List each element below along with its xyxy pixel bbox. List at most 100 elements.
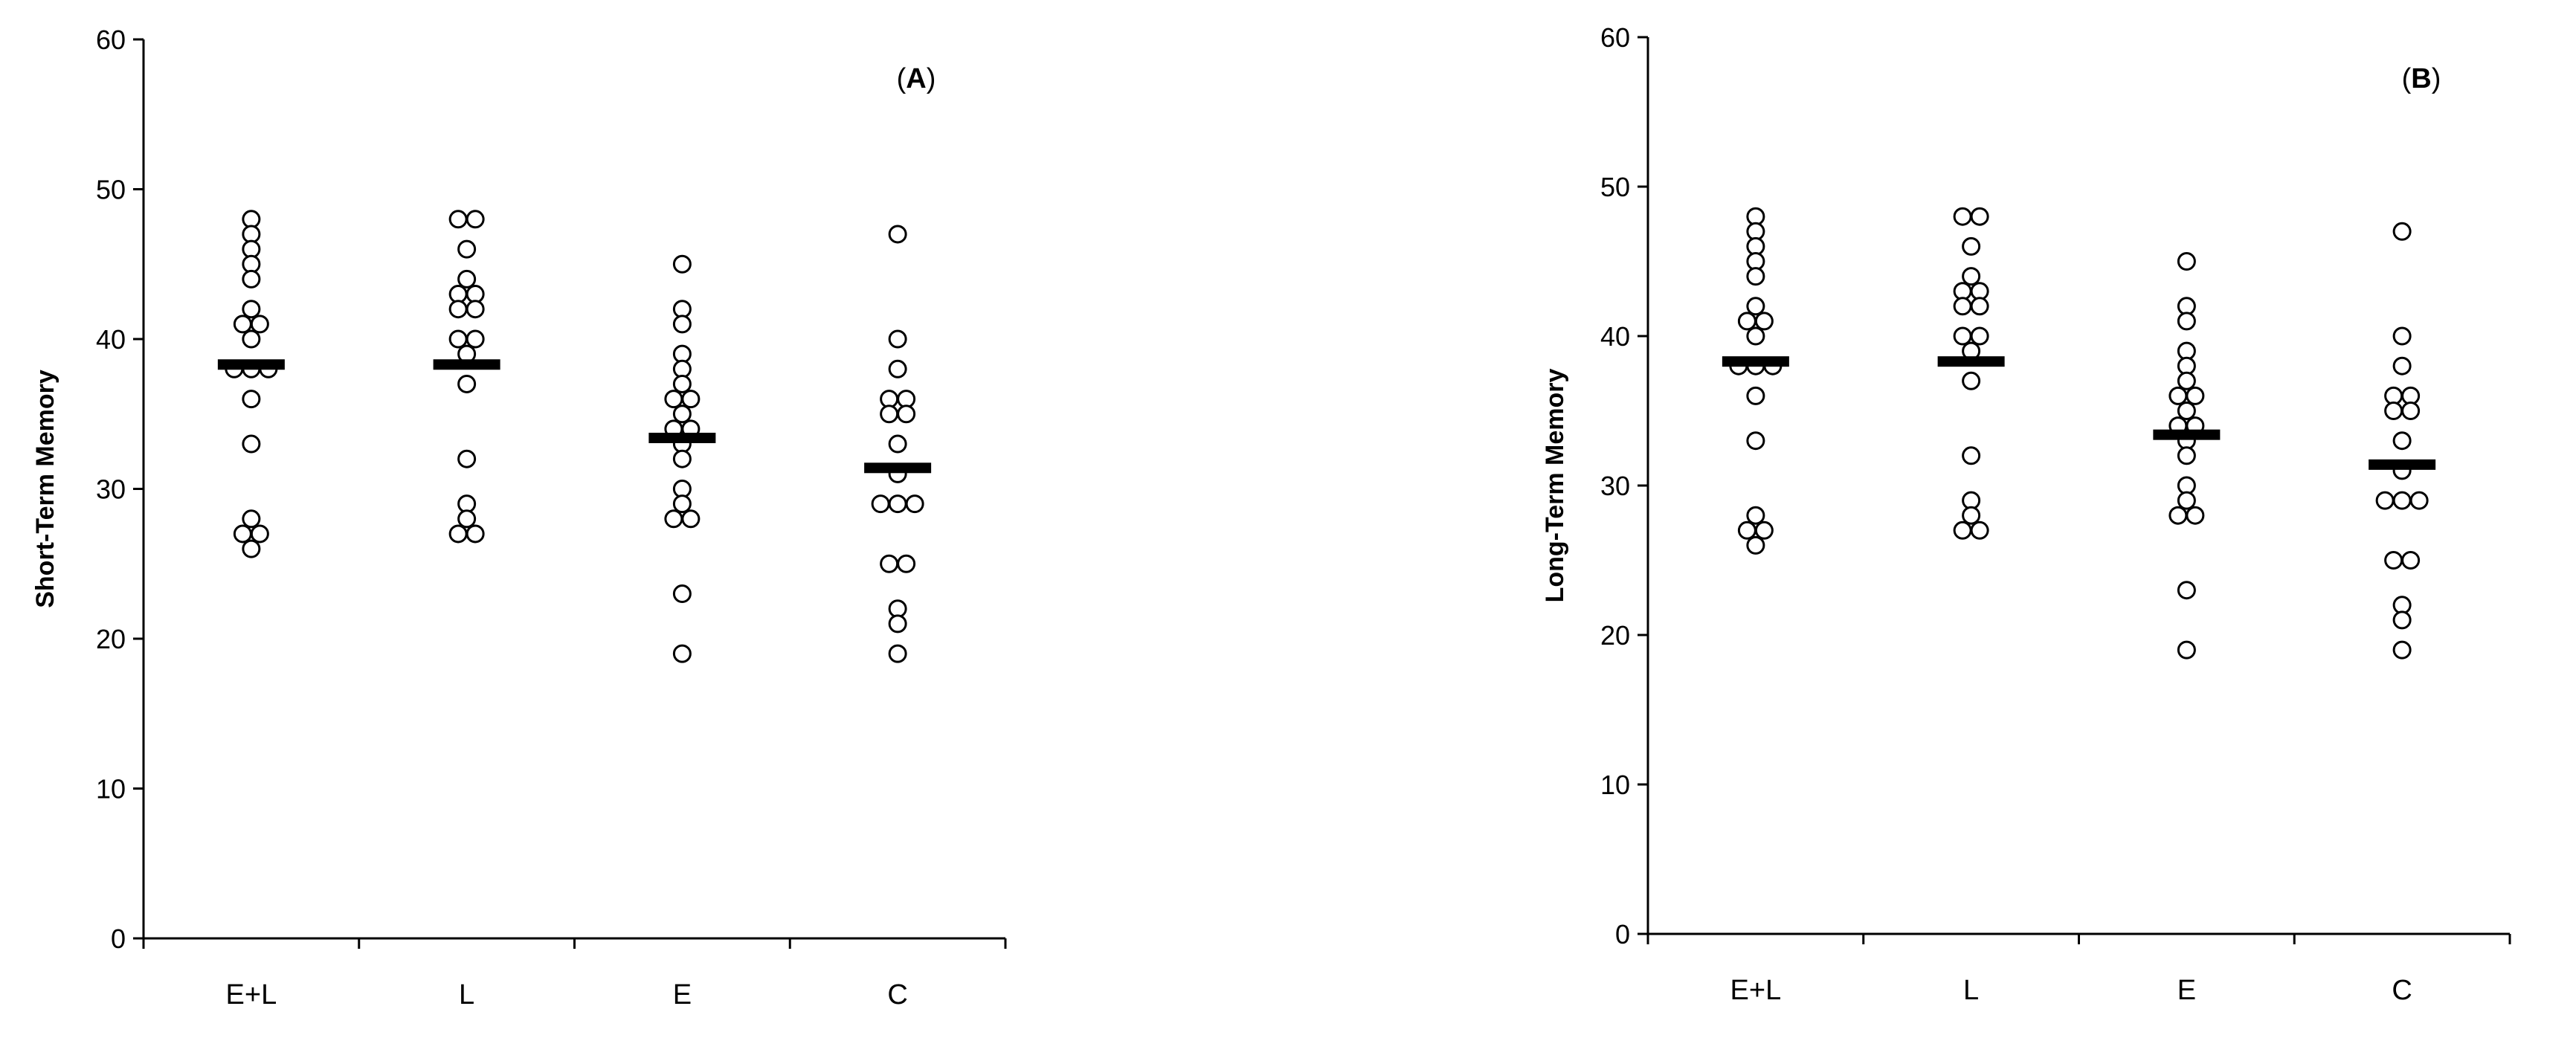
mean-bar: [648, 432, 716, 443]
data-point: [2384, 551, 2403, 570]
data-point: [1962, 371, 1981, 390]
data-point: [672, 374, 692, 393]
data-point: [1746, 431, 1765, 451]
y-tick-label: 50: [96, 175, 126, 205]
data-point: [1953, 520, 1972, 540]
mean-bar: [2153, 429, 2221, 440]
mean-bar: [1937, 356, 2005, 367]
y-tick-label: 30: [96, 474, 126, 505]
x-tick-label: E+L: [226, 979, 277, 1010]
data-point: [250, 524, 269, 544]
data-point: [2392, 356, 2412, 375]
data-point: [1746, 386, 1765, 405]
data-point: [2177, 371, 2196, 390]
y-tick-label: 10: [1600, 770, 1630, 800]
data-point: [672, 644, 692, 663]
data-point: [2392, 610, 2412, 630]
data-point: [448, 300, 468, 319]
data-point: [888, 434, 907, 454]
data-point: [672, 449, 692, 468]
data-point: [672, 584, 692, 604]
data-point: [2168, 386, 2188, 405]
data-point: [2375, 491, 2395, 510]
data-point: [250, 315, 269, 334]
data-point: [1746, 326, 1765, 346]
data-point: [2177, 312, 2196, 331]
data-point: [242, 300, 261, 319]
data-point: [1970, 520, 1989, 540]
mean-bar: [217, 359, 285, 370]
data-point: [2392, 640, 2412, 660]
data-point: [242, 539, 261, 558]
mean-bar: [2369, 459, 2436, 470]
data-point: [2392, 431, 2412, 451]
data-point: [888, 614, 907, 634]
data-point: [888, 644, 907, 663]
data-point: [466, 210, 485, 229]
data-point: [2384, 402, 2403, 420]
data-point: [448, 210, 468, 229]
y-tick-label: 0: [111, 923, 126, 954]
data-point: [2186, 386, 2205, 405]
data-point: [448, 524, 468, 544]
y-tick-label: 40: [1600, 321, 1630, 352]
data-point: [2401, 402, 2421, 420]
data-point: [2392, 491, 2412, 510]
y-tick-label: 40: [96, 324, 126, 355]
data-point: [1746, 297, 1765, 316]
data-point: [457, 374, 477, 393]
mean-bar: [864, 462, 932, 474]
data-point: [1746, 506, 1765, 525]
data-point: [457, 449, 477, 468]
x-tick-label: C: [2392, 975, 2412, 1006]
data-point: [466, 524, 485, 544]
data-point: [888, 359, 907, 378]
data-point: [1953, 297, 1972, 316]
data-point: [664, 390, 683, 409]
x-tick-label: E+L: [1730, 975, 1782, 1006]
data-point: [2186, 506, 2205, 525]
panel-a: 0 10 20 30 40 50 60 E+L L E C Short-Term Memory (A): [31, 25, 1007, 1010]
data-point: [466, 329, 485, 349]
data-point: [672, 404, 692, 424]
series-C: [864, 225, 932, 663]
series-C: [2369, 222, 2436, 660]
data-point: [242, 269, 261, 288]
data-point: [1962, 236, 1981, 256]
y-tick-label: 30: [1600, 471, 1630, 501]
data-point: [2177, 446, 2196, 465]
data-point: [1754, 520, 1774, 540]
data-point: [1953, 326, 1972, 346]
data-point: [905, 494, 924, 514]
data-point: [1754, 312, 1774, 331]
data-point: [1962, 506, 1981, 525]
series-E+L: [1722, 207, 1789, 555]
data-point: [1737, 312, 1756, 331]
data-point: [681, 390, 701, 409]
y-tick-label: 20: [1600, 620, 1630, 651]
y-tick-label: 60: [1600, 22, 1630, 53]
series-L: [433, 210, 500, 544]
data-point: [2392, 222, 2412, 241]
data-point: [2177, 402, 2196, 420]
data-point: [242, 390, 261, 409]
data-point: [448, 329, 468, 349]
x-tick-label: L: [1963, 975, 1979, 1006]
data-point: [664, 509, 683, 529]
data-point: [1962, 446, 1981, 465]
data-point: [897, 404, 916, 424]
data-point: [457, 509, 477, 529]
data-point: [871, 494, 890, 514]
data-point: [1970, 207, 1989, 226]
data-point: [2177, 252, 2196, 271]
data-point: [233, 315, 252, 334]
x-tick-label: C: [887, 979, 907, 1010]
mean-bar: [433, 359, 500, 370]
data-point: [2401, 551, 2421, 570]
data-point: [466, 300, 485, 319]
data-point: [888, 494, 907, 514]
data-point: [1970, 326, 1989, 346]
data-point: [2177, 581, 2196, 600]
